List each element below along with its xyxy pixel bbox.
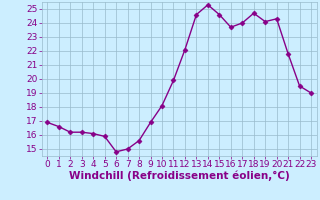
X-axis label: Windchill (Refroidissement éolien,°C): Windchill (Refroidissement éolien,°C) xyxy=(69,171,290,181)
